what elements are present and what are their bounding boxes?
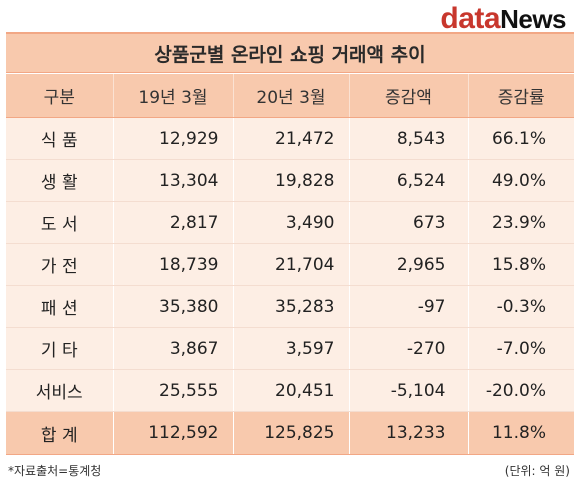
table-row: 가 전 18,739 21,704 2,965 15.8% (6, 243, 574, 286)
table-row: 도 서 2,817 3,490 673 23.9% (6, 201, 574, 244)
total-change-amount: 13,233 (349, 411, 469, 455)
cell-change-amount: 8,543 (349, 117, 469, 160)
cell-change-rate: 23.9% (468, 201, 574, 244)
cell-2019: 3,867 (113, 327, 234, 370)
total-row: 합 계 112,592 125,825 13,233 11.8% (6, 411, 574, 455)
col-header-2019-march: 19년 3월 (113, 74, 234, 118)
table-row: 패 션 35,380 35,283 -97 -0.3% (6, 285, 574, 328)
cell-change-amount: 2,965 (349, 243, 469, 286)
cell-2019: 25,555 (113, 369, 234, 412)
cell-change-amount: 6,524 (349, 159, 469, 202)
row-label: 식 품 (6, 117, 114, 160)
cell-2020: 21,704 (233, 243, 350, 286)
row-label: 도 서 (6, 201, 114, 244)
row-label: 생 활 (6, 159, 114, 202)
cell-2019: 18,739 (113, 243, 234, 286)
table-row: 서비스 25,555 20,451 -5,104 -20.0% (6, 369, 574, 412)
header-row: 구분 19년 3월 20년 3월 증감액 증감률 (6, 74, 574, 118)
cell-2020: 3,490 (233, 201, 350, 244)
cell-change-amount: 673 (349, 201, 469, 244)
total-2019: 112,592 (113, 411, 234, 455)
cell-change-rate: -0.3% (468, 285, 574, 328)
shopping-table: 구분 19년 3월 20년 3월 증감액 증감률 식 품 12,929 21,4… (6, 74, 574, 455)
cell-2019: 2,817 (113, 201, 234, 244)
logo-data-text: data (440, 2, 501, 35)
cell-2020: 19,828 (233, 159, 350, 202)
total-change-rate: 11.8% (468, 411, 574, 455)
table-title: 상품군별 온라인 쇼핑 거래액 추이 (6, 32, 574, 73)
col-header-change-amount: 증감액 (349, 74, 469, 118)
cell-2020: 3,597 (233, 327, 350, 370)
cell-2020: 35,283 (233, 285, 350, 328)
cell-change-amount: -5,104 (349, 369, 469, 412)
table-row: 생 활 13,304 19,828 6,524 49.0% (6, 159, 574, 202)
table-row: 식 품 12,929 21,472 8,543 66.1% (6, 117, 574, 160)
col-header-category: 구분 (6, 74, 114, 118)
table-row: 기 타 3,867 3,597 -270 -7.0% (6, 327, 574, 370)
cell-change-rate: 15.8% (468, 243, 574, 286)
unit-note: (단위: 억 원) (504, 464, 570, 478)
cell-2019: 35,380 (113, 285, 234, 328)
cell-change-rate: 49.0% (468, 159, 574, 202)
row-label: 서비스 (6, 369, 114, 412)
total-label: 합 계 (6, 411, 114, 455)
col-header-2020-march: 20년 3월 (233, 74, 350, 118)
row-label: 가 전 (6, 243, 114, 286)
col-header-change-rate: 증감률 (468, 74, 574, 118)
cell-change-amount: -270 (349, 327, 469, 370)
datanews-logo: data News (440, 2, 566, 35)
cell-2020: 20,451 (233, 369, 350, 412)
cell-change-rate: -7.0% (468, 327, 574, 370)
row-label: 기 타 (6, 327, 114, 370)
cell-change-amount: -97 (349, 285, 469, 328)
total-2020: 125,825 (233, 411, 350, 455)
cell-2019: 12,929 (113, 117, 234, 160)
cell-2020: 21,472 (233, 117, 350, 160)
cell-change-rate: 66.1% (468, 117, 574, 160)
logo-news-text: News (500, 4, 566, 34)
cell-change-rate: -20.0% (468, 369, 574, 412)
cell-2019: 13,304 (113, 159, 234, 202)
row-label: 패 션 (6, 285, 114, 328)
source-note: *자료출처=통계청 (8, 464, 102, 478)
